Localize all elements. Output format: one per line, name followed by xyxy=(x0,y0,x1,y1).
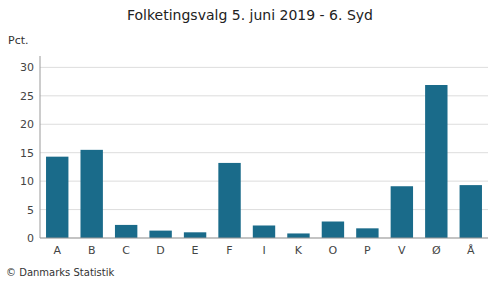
y-tick-label: 10 xyxy=(20,175,34,188)
y-tick-label: 25 xyxy=(20,90,34,103)
x-tick-label: K xyxy=(295,244,303,257)
grid-line xyxy=(40,95,488,96)
x-tick-label: F xyxy=(226,244,232,257)
x-tick-label: B xyxy=(88,244,96,257)
title: Folketingsvalg 5. juni 2019 - 6. Syd xyxy=(127,7,373,23)
x-tick-label: V xyxy=(398,244,406,257)
y-axis-label: Pct. xyxy=(8,34,29,47)
x-tick-label: C xyxy=(122,244,130,257)
grid-line xyxy=(40,181,488,182)
y-tick-label: 20 xyxy=(20,118,34,131)
bar xyxy=(287,233,309,238)
x-tick-label: I xyxy=(262,244,265,257)
bar xyxy=(460,185,482,238)
bar xyxy=(149,231,171,238)
y-axis-line xyxy=(40,56,41,238)
x-tick-label: D xyxy=(156,244,164,257)
chart-container: Folketingsvalg 5. juni 2019 - 6. Syd Pct.… xyxy=(0,0,500,282)
bar xyxy=(356,228,378,238)
y-tick-label: 5 xyxy=(27,204,34,217)
y-tick-label: 0 xyxy=(27,232,34,245)
background xyxy=(0,0,500,282)
bar xyxy=(391,186,413,238)
x-tick-label: Å xyxy=(467,244,475,257)
bar xyxy=(253,225,275,238)
x-tick-label: O xyxy=(329,244,338,257)
x-tick-label: P xyxy=(364,244,371,257)
bars xyxy=(46,85,482,238)
bar xyxy=(425,85,447,238)
grid-line xyxy=(40,124,488,125)
bar xyxy=(218,163,240,238)
bar xyxy=(322,222,344,238)
bar xyxy=(184,232,206,238)
y-tick-label: 30 xyxy=(20,61,34,74)
grid-line xyxy=(40,238,488,239)
grid-line xyxy=(40,209,488,210)
bar xyxy=(46,157,68,238)
x-tick-label: E xyxy=(192,244,199,257)
x-tick-label: Ø xyxy=(432,244,441,257)
bar xyxy=(80,150,102,238)
grid-line xyxy=(40,67,488,68)
bar xyxy=(115,225,137,238)
grid-line xyxy=(40,152,488,153)
y-tick-label: 15 xyxy=(20,147,34,160)
chart: Folketingsvalg 5. juni 2019 - 6. Syd Pct.… xyxy=(0,0,500,282)
x-tick-label: A xyxy=(53,244,61,257)
y-grid xyxy=(40,67,488,238)
x-axis-line xyxy=(40,238,488,239)
footer: © Danmarks Statistik xyxy=(6,267,115,278)
